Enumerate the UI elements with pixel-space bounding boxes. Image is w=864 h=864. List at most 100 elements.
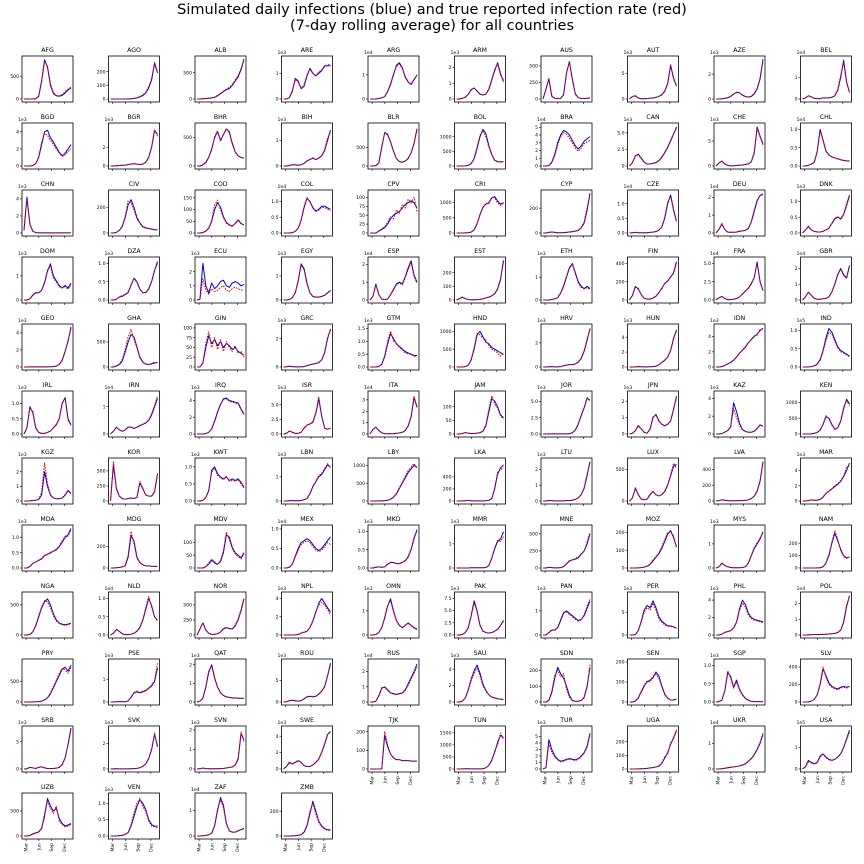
y-multiplier: 1e3 (191, 452, 200, 458)
reported-infections-line (370, 196, 418, 234)
y-tick-label: 500 (183, 135, 192, 141)
y-tick-label: 4 (708, 598, 711, 604)
panel-title: USA (820, 717, 834, 724)
panel-frame (281, 55, 333, 103)
reported-infections-line (456, 63, 504, 100)
panel-arg: ARG 1e4 0 1 (362, 47, 420, 104)
panel-frame (108, 122, 160, 170)
panel-frame (713, 189, 766, 237)
panel-title: NAM (819, 516, 833, 523)
y-multiplier: 1e3 (191, 720, 200, 726)
panel-title: GEO (41, 315, 55, 322)
panel-title: COD (214, 181, 228, 188)
y-tick-label: 0.5 (12, 416, 19, 422)
panel-frame (627, 457, 679, 505)
y-tick-label: 0 (795, 767, 798, 773)
panel-hun: HUN 1e3 0 2 4 (622, 315, 679, 372)
y-tick-label: 1 (276, 138, 279, 144)
y-tick-label: 5 (535, 125, 538, 131)
panel-arm: ARM 1e3 0 1 2 (449, 47, 506, 104)
y-tick-label: 0 (103, 97, 106, 103)
reported-infections-line (369, 262, 418, 301)
panel-title: PHL (734, 583, 746, 590)
x-tick-label-dec: Dec (321, 843, 327, 852)
y-tick-label: 2 (535, 148, 538, 154)
y-multiplier: 1e3 (191, 653, 200, 659)
panel-title: COL (301, 181, 314, 188)
y-tick-label: 0 (708, 499, 711, 505)
panel-frame (540, 256, 593, 304)
panel-frame (454, 591, 506, 639)
reported-infections-line (456, 602, 504, 636)
x-tick-label-mar: Mar (543, 776, 549, 785)
panel-title: MNE (560, 516, 574, 523)
y-tick-label: 200 (616, 660, 625, 666)
panel-title: OMN (386, 583, 401, 590)
panel-uzb: UZB 0 500 Mar Jun Sep Dec (10, 784, 74, 852)
reported-infections-line (110, 263, 158, 301)
panel-title: IRQ (215, 382, 226, 389)
panel-mmr: MMR 1e3 0 1 (449, 516, 506, 573)
panel-title: TUR (559, 717, 573, 724)
reported-infections-line (369, 395, 418, 435)
panel-title: CPV (387, 181, 400, 188)
y-tick-label: 0 (795, 700, 798, 706)
panel-title: TJK (388, 717, 400, 724)
reported-infections-line (543, 329, 591, 368)
panel-frame (21, 189, 74, 237)
y-tick-label: 0 (795, 633, 798, 639)
panel-title: ECU (214, 248, 227, 255)
y-tick-label: 5 (16, 739, 19, 745)
panel-kaz: KAZ 1e3 0 2 4 (708, 382, 766, 439)
y-tick-label: 0 (535, 633, 538, 639)
y-multiplier: 1e3 (451, 50, 460, 56)
panel-mne: MNE 0 250 500 (529, 516, 593, 573)
panel-title: CHN (41, 181, 55, 188)
panel-frame (367, 189, 420, 237)
y-tick-label: 75 (359, 204, 365, 210)
reported-infections-line (543, 397, 591, 435)
x-tick-label-mar: Mar (283, 843, 289, 852)
panel-title: ZAF (214, 784, 226, 791)
y-tick-label: 0 (622, 700, 625, 706)
y-tick-label: 1 (103, 404, 106, 410)
reported-infections-line (802, 596, 850, 636)
panel-title: QAT (214, 650, 227, 657)
x-tick-label-dec: Dec (754, 776, 760, 785)
y-tick-label: 50 (359, 213, 365, 219)
y-tick-label: 0 (16, 834, 19, 840)
y-tick-label: 0 (103, 164, 106, 170)
y-multiplier: 1e4 (364, 653, 373, 659)
reported-infections-line (24, 529, 72, 569)
y-tick-label: 200 (97, 544, 106, 550)
panel-title: HRV (560, 315, 574, 322)
panel-frame (627, 256, 679, 304)
y-tick-label: 4 (535, 741, 538, 747)
y-tick-label: 4 (276, 734, 279, 740)
reported-infections-line (110, 129, 158, 167)
y-tick-label: 0 (535, 767, 538, 773)
y-tick-label: 0 (362, 767, 365, 773)
panel-frame (540, 189, 593, 237)
y-multiplier: 1e3 (710, 586, 719, 592)
x-tick-label-mar: Mar (716, 776, 722, 785)
panel-title: AGO (127, 47, 141, 54)
y-tick-label: 2.5 (617, 147, 624, 153)
reported-infections-line (110, 732, 158, 770)
x-tick-label-jun: Jun (296, 843, 302, 851)
panel-title: BGD (41, 114, 55, 121)
panel-title: HND (473, 315, 487, 322)
panel-frame (540, 323, 593, 371)
reported-infections-line (283, 264, 331, 301)
y-tick-label: 0 (189, 164, 192, 170)
y-tick-label: 0 (708, 97, 711, 103)
y-tick-label: 0.0 (790, 231, 797, 237)
y-tick-label: 500 (183, 602, 192, 608)
panel-mda: MDA 1e3 0.0 0.5 1.0 (12, 516, 74, 573)
panel-title: ETH (560, 248, 573, 255)
simulated-infections-line (24, 798, 72, 837)
y-tick-label: 4 (449, 667, 452, 673)
panel-cze: CZE 1e4 0.0 0.5 1.0 (617, 181, 679, 238)
panel-uga: UGA 0 100 200 Mar Jun Sep Dec (616, 717, 679, 785)
y-tick-label: 500 (443, 215, 452, 221)
